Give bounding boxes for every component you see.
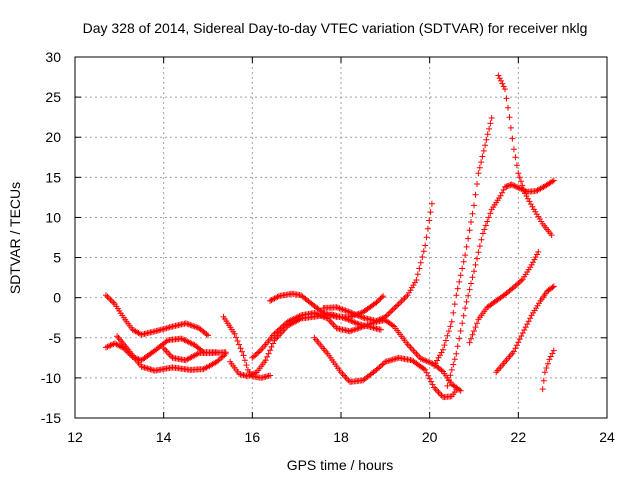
- x-tick-label: 16: [245, 429, 261, 445]
- series-markers: [493, 283, 557, 376]
- x-tick-label: 12: [67, 429, 83, 445]
- series-markers: [103, 292, 211, 339]
- y-axis-label: SDTVAR / TECUs: [7, 182, 23, 294]
- x-tick-label: 18: [333, 429, 349, 445]
- series-track-15: [493, 283, 557, 376]
- series-track-13: [495, 72, 555, 239]
- series-track-12: [444, 177, 557, 389]
- y-tick-label: -15: [41, 410, 61, 426]
- series-markers: [114, 333, 229, 374]
- y-tick-label: 15: [45, 169, 61, 185]
- series-markers: [466, 248, 542, 346]
- y-tick-label: 20: [45, 129, 61, 145]
- x-tick-label: 24: [599, 429, 615, 445]
- series-markers: [431, 115, 495, 369]
- grid: [75, 57, 607, 418]
- y-tick-label: 0: [53, 290, 61, 306]
- series-markers: [311, 334, 460, 401]
- series-track-3: [114, 333, 229, 374]
- series-track-10: [311, 334, 460, 401]
- series-track-14: [466, 248, 542, 346]
- series-track-16: [539, 347, 557, 393]
- series-markers: [444, 177, 557, 389]
- y-tick-label: 25: [45, 89, 61, 105]
- y-tick-label: 10: [45, 209, 61, 225]
- series-markers: [220, 313, 274, 381]
- series-markers: [539, 347, 557, 393]
- x-tick-label: 22: [511, 429, 527, 445]
- series-track-11: [431, 115, 495, 369]
- series-markers: [160, 345, 229, 364]
- x-tick-label: 20: [422, 429, 438, 445]
- y-tick-label: 30: [45, 49, 61, 65]
- series-track-4: [160, 345, 229, 364]
- chart-title: Day 328 of 2014, Sidereal Day-to-day VTE…: [83, 20, 588, 36]
- series-markers: [320, 200, 435, 324]
- series-track-1: [103, 292, 211, 339]
- x-tick-label: 14: [156, 429, 172, 445]
- series-track-5: [220, 313, 274, 381]
- plot-frame: [74, 56, 608, 419]
- series-markers: [495, 72, 555, 239]
- series-markers: [249, 309, 464, 394]
- y-tick-label: 5: [53, 250, 61, 266]
- series-track-9: [320, 200, 435, 324]
- x-axis-label: GPS time / hours: [287, 457, 394, 473]
- y-tick-label: -5: [49, 330, 62, 346]
- data-marks: [103, 72, 557, 401]
- series-track-8: [249, 309, 464, 394]
- y-tick-label: -10: [41, 370, 61, 386]
- axis-ticks: 12 14 16 18 20 22 24 -15 -10 -5 0 5 10 15 20 25 30: [41, 49, 615, 445]
